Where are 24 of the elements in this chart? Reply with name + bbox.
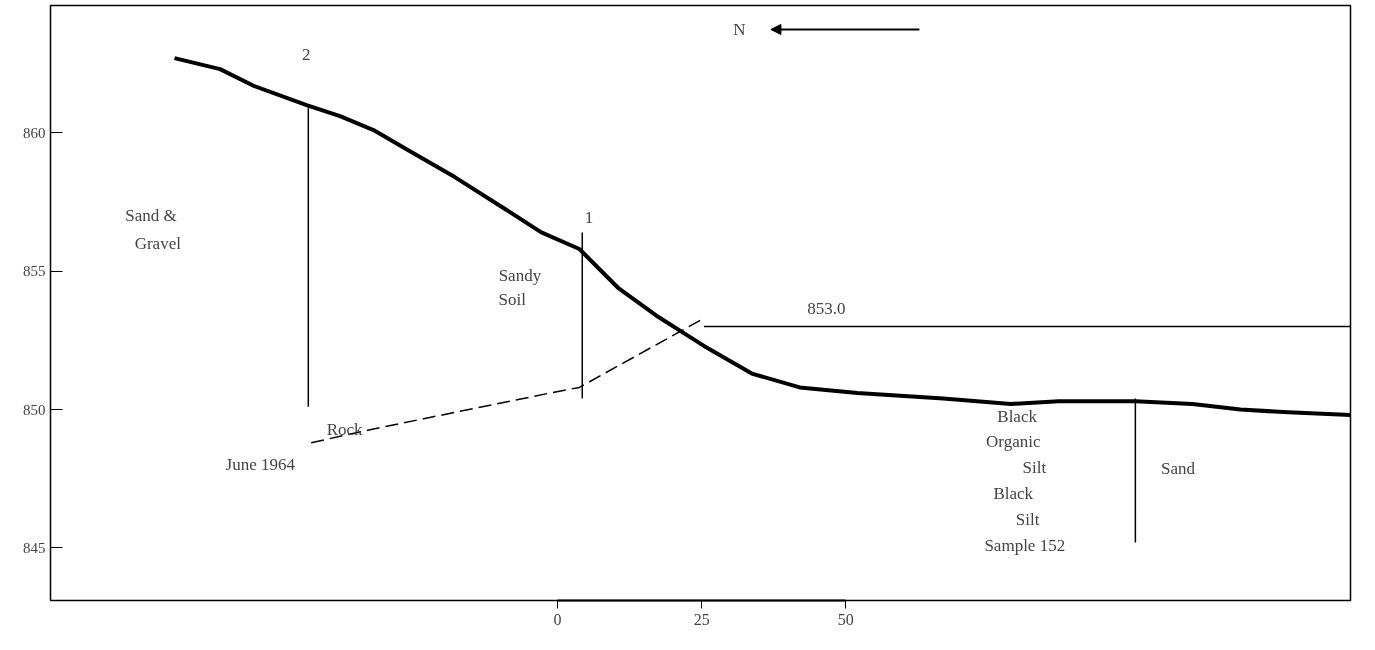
annotation: Silt xyxy=(1022,458,1047,478)
annotation: Sand & xyxy=(125,206,177,226)
annotation: Rock xyxy=(326,420,364,440)
annotation: Soil xyxy=(498,290,527,310)
annotation: Organic xyxy=(986,432,1041,452)
annotation: Silt xyxy=(1015,509,1040,529)
annotation: N xyxy=(733,19,746,39)
x-tick-label: 50 xyxy=(837,610,854,628)
annotation: 2 xyxy=(302,44,311,64)
annotation: Sample 152 xyxy=(984,535,1066,555)
annotation: 853.0 xyxy=(807,299,846,319)
y-tick-label: 845 xyxy=(23,539,46,556)
annotation: 1 xyxy=(584,208,594,228)
y-tick-label: 855 xyxy=(23,263,46,280)
y-tick-label: 850 xyxy=(23,401,46,418)
x-tick-label: 25 xyxy=(693,610,710,628)
annotation: Black xyxy=(993,483,1034,503)
annotation: June 1964 xyxy=(225,455,296,475)
annotation: Gravel xyxy=(134,234,182,253)
annotation: Sand xyxy=(1161,459,1196,479)
annotation: Sandy xyxy=(498,266,542,286)
y-tick-label: 860 xyxy=(23,124,46,141)
annotation: Black xyxy=(997,406,1038,426)
x-tick-label: 0 xyxy=(553,610,562,628)
